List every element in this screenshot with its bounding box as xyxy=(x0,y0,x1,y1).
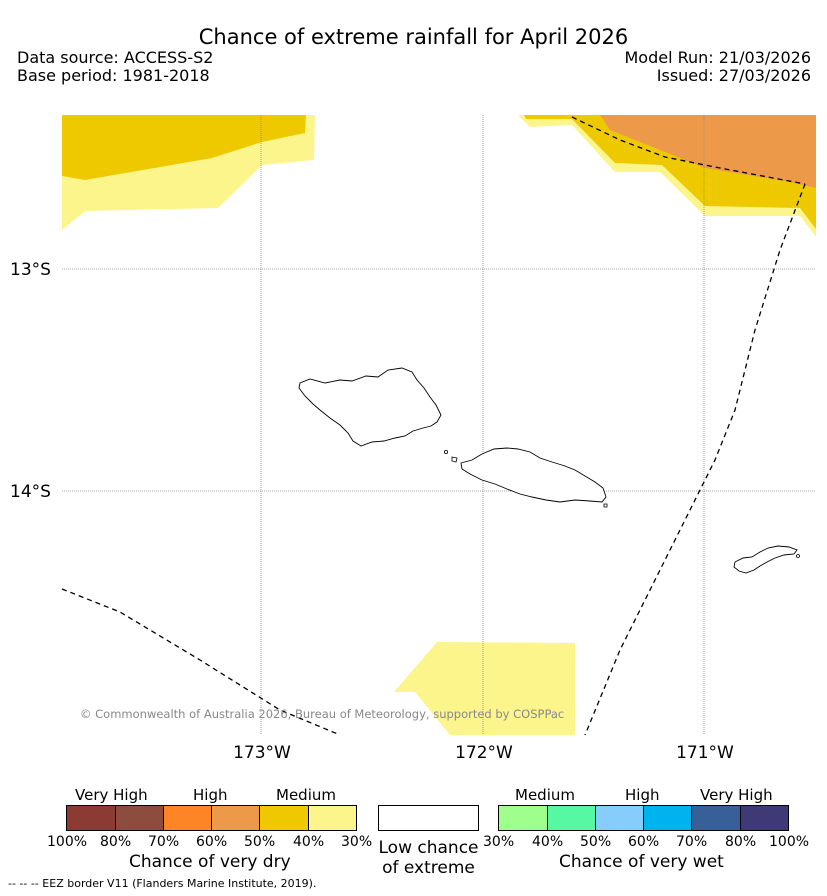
dry-swatch-70-60 xyxy=(163,805,211,831)
issued-date: Issued: 27/03/2026 xyxy=(656,66,811,85)
wet-tick-80: 80% xyxy=(725,834,757,850)
dry-swatch-40-30 xyxy=(308,805,357,831)
model-run: Model Run: 21/03/2026 xyxy=(624,48,812,67)
island-savaii xyxy=(298,367,442,447)
eez-border-east xyxy=(584,183,806,736)
chart-title: Chance of extreme rainfall for April 202… xyxy=(198,25,629,49)
lon-label-173w: 173°W xyxy=(233,743,291,760)
eez-border-southwest xyxy=(61,588,341,736)
wet-tick-100: 100% xyxy=(769,834,810,850)
eez-border-top xyxy=(571,116,806,185)
island-tutuila xyxy=(733,545,798,574)
dry-swatch-100-80 xyxy=(66,805,115,831)
dry-tick-70: 70% xyxy=(148,834,180,850)
wet-swatch-80-100 xyxy=(740,805,789,831)
island-apolima xyxy=(443,449,448,454)
base-period: Base period: 1981-2018 xyxy=(17,66,210,85)
lat-label-13s: 13°S xyxy=(10,260,51,280)
region-medium-50-topleft xyxy=(62,115,306,180)
eez-border-note: -- -- -- EEZ border V11 (Flanders Marine… xyxy=(8,877,317,890)
lon-label-172w: 172°W xyxy=(455,743,513,760)
wet-swatch-50-60 xyxy=(595,805,643,831)
wet-category-very-high: Very High xyxy=(700,786,773,804)
wet-tick-60: 60% xyxy=(628,834,660,850)
region-high-60-topright xyxy=(600,115,816,188)
island-manono xyxy=(451,456,458,463)
wet-category-medium: Medium xyxy=(515,786,575,804)
dry-category-medium: Medium xyxy=(276,786,336,804)
dry-category-very-high: Very High xyxy=(75,786,148,804)
low-chance-line1: Low chance xyxy=(378,838,479,858)
dry-tick-50: 50% xyxy=(244,834,276,850)
wet-colorbar-label: Chance of very wet xyxy=(559,852,724,872)
island-aunuu xyxy=(796,554,800,558)
wet-tick-40: 40% xyxy=(532,834,564,850)
low-chance-line2: of extreme xyxy=(382,858,475,878)
dry-tick-30: 30% xyxy=(341,834,373,850)
wet-tick-70: 70% xyxy=(676,834,708,850)
dry-swatch-80-70 xyxy=(115,805,163,831)
wet-swatch-30-40 xyxy=(498,805,547,831)
island-upolu-tip xyxy=(603,503,608,508)
region-medium-40-bottom xyxy=(394,642,575,735)
dry-tick-100: 100% xyxy=(47,834,88,850)
wet-swatch-70-80 xyxy=(691,805,740,831)
dry-swatch-50-40 xyxy=(259,805,308,831)
copyright-notice: © Commonwealth of Australia 2026, Bureau… xyxy=(80,707,564,721)
dry-tick-60: 60% xyxy=(196,834,228,850)
wet-swatch-40-50 xyxy=(547,805,595,831)
island-upolu xyxy=(460,447,607,503)
lat-label-14s: 14°S xyxy=(10,482,51,502)
dry-category-high: High xyxy=(193,786,228,804)
low-chance-swatch xyxy=(378,805,479,831)
dry-tick-40: 40% xyxy=(293,834,325,850)
data-source: Data source: ACCESS-S2 xyxy=(17,48,214,67)
dry-colorbar-label: Chance of very dry xyxy=(129,852,291,872)
wet-swatch-60-70 xyxy=(643,805,691,831)
lon-label-171w: 171°W xyxy=(676,743,734,760)
wet-tick-30: 30% xyxy=(483,834,515,850)
dry-tick-80: 80% xyxy=(100,834,132,850)
wet-tick-50: 50% xyxy=(580,834,612,850)
dry-swatch-60-50 xyxy=(211,805,259,831)
wet-category-high: High xyxy=(625,786,660,804)
rainfall-map: © Commonwealth of Australia 2026, Bureau… xyxy=(10,115,816,760)
